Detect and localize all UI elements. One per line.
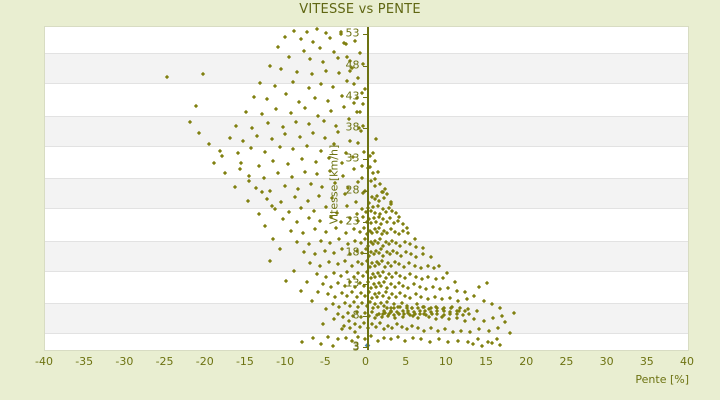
y-tick-label: 53 [345, 26, 360, 40]
y-tick-label: 3 [352, 339, 360, 353]
grid-band [45, 27, 688, 54]
x-tick-label: 40 [680, 355, 694, 368]
grid-band [45, 146, 688, 179]
grid-band [45, 334, 688, 350]
x-tick-label: 10 [438, 355, 453, 368]
y-tick-label: 38 [345, 120, 360, 134]
x-tick-label: 20 [519, 355, 534, 368]
x-tick-label: -25 [155, 355, 174, 368]
y-tick-label: 18 [345, 245, 360, 259]
x-tick-label: -20 [195, 355, 214, 368]
chart-title: VITESSE vs PENTE [299, 2, 421, 17]
y-axis-bottom-label: 3 [352, 340, 360, 354]
x-tick-label: 15 [479, 355, 494, 368]
x-tick-label: -15 [235, 355, 254, 368]
y-tick-label: 48 [345, 58, 360, 72]
x-axis-title: Pente [%] [635, 373, 689, 386]
grid-band [45, 271, 688, 304]
grid-band [45, 240, 688, 272]
grid-band [45, 178, 688, 210]
x-tick-label: -5 [319, 355, 331, 368]
x-tick-label: 0 [362, 355, 369, 368]
grid-band [45, 53, 688, 85]
x-tick-label: -40 [35, 355, 53, 368]
x-tick-label: -10 [276, 355, 295, 368]
plot-area [44, 26, 689, 351]
grid-band [45, 115, 688, 147]
x-tick-label: 5 [402, 355, 410, 368]
x-tick-label: 35 [639, 355, 654, 368]
y-tick-label: 43 [345, 89, 360, 103]
y-tick-label: 28 [345, 183, 360, 197]
x-tick-label: -35 [75, 355, 94, 368]
grid-band [45, 84, 688, 116]
y-tick-label: 23 [345, 214, 360, 228]
x-tick-label: 25 [559, 355, 574, 368]
y-tick-label: 13 [345, 276, 360, 290]
grid-band [45, 209, 688, 241]
grid-band [45, 303, 688, 335]
y-tick-label: 33 [345, 151, 360, 165]
x-tick-label: -30 [115, 355, 134, 368]
x-tick-label: 30 [599, 355, 614, 368]
y-tick-label: 8 [352, 308, 360, 322]
y-axis-title: Vitesse [km/h] [327, 144, 340, 225]
